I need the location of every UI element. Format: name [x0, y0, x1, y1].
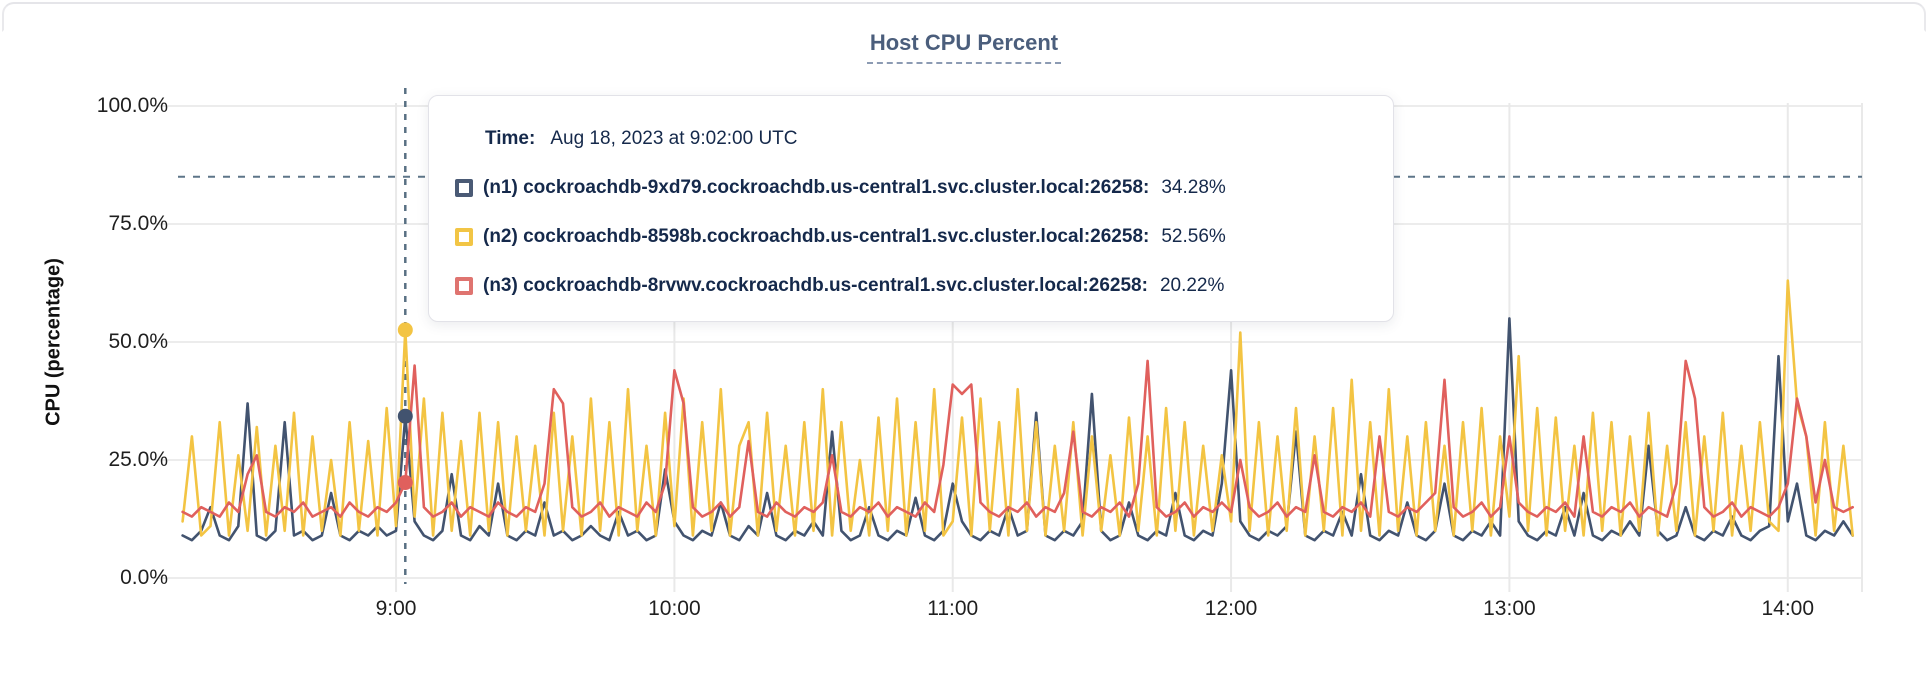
series-label-n3: (n3) cockroachdb-8rvwv.cockroachdb.us-ce… — [483, 275, 1148, 296]
series-label-n1: (n1) cockroachdb-9xd79.cockroachdb.us-ce… — [483, 177, 1150, 198]
tooltip-series-row: (n1) cockroachdb-9xd79.cockroachdb.us-ce… — [455, 176, 1393, 200]
series-line-n2 — [181, 279, 1854, 537]
tooltip-series-row: (n3) cockroachdb-8rvwv.cockroachdb.us-ce… — [455, 274, 1393, 298]
x-tick-label: 11:00 — [927, 597, 979, 620]
series-line-n3 — [181, 359, 1854, 518]
x-tick-label: 13:00 — [1483, 597, 1536, 620]
x-tick-label: 10:00 — [648, 597, 701, 620]
tooltip-time-label: Time: — [485, 128, 536, 149]
y-tick-label: 100.0% — [96, 94, 168, 117]
hover-marker-n2 — [397, 322, 413, 338]
tooltip-series-row: (n2) cockroachdb-8598b.cockroachdb.us-ce… — [455, 225, 1393, 249]
chart-title: Host CPU Percent — [866, 30, 1062, 64]
series-label-n2: (n2) cockroachdb-8598b.cockroachdb.us-ce… — [483, 226, 1150, 247]
series-color-swatch-n2-icon — [455, 228, 473, 246]
tooltip-time-value: Aug 18, 2023 at 9:02:00 UTC — [550, 128, 798, 149]
chart-title-row: Host CPU Percent — [0, 30, 1928, 64]
series-color-swatch-n3-icon — [455, 277, 473, 295]
series-value-n2: 52.56% — [1161, 226, 1226, 247]
y-tick-label: 25.0% — [108, 448, 168, 471]
series-value-n1: 34.28% — [1161, 177, 1226, 198]
y-tick-label: 0.0% — [120, 566, 168, 589]
hover-tooltip: Time: Aug 18, 2023 at 9:02:00 UTC (n1) co… — [428, 95, 1394, 322]
x-tick-label: 12:00 — [1204, 597, 1258, 620]
hover-marker-n3 — [397, 475, 413, 491]
hover-marker-n1 — [397, 408, 413, 424]
x-tick-label: 9:00 — [375, 597, 417, 620]
x-tick-label: 14:00 — [1761, 597, 1815, 620]
tooltip-time-row: Time: Aug 18, 2023 at 9:02:00 UTC — [485, 127, 1393, 151]
y-tick-label: 75.0% — [108, 212, 168, 235]
series-color-swatch-n1-icon — [455, 179, 473, 197]
series-value-n3: 20.22% — [1159, 275, 1225, 296]
series-line-n1 — [181, 317, 1854, 542]
y-tick-label: 50.0% — [108, 330, 168, 353]
